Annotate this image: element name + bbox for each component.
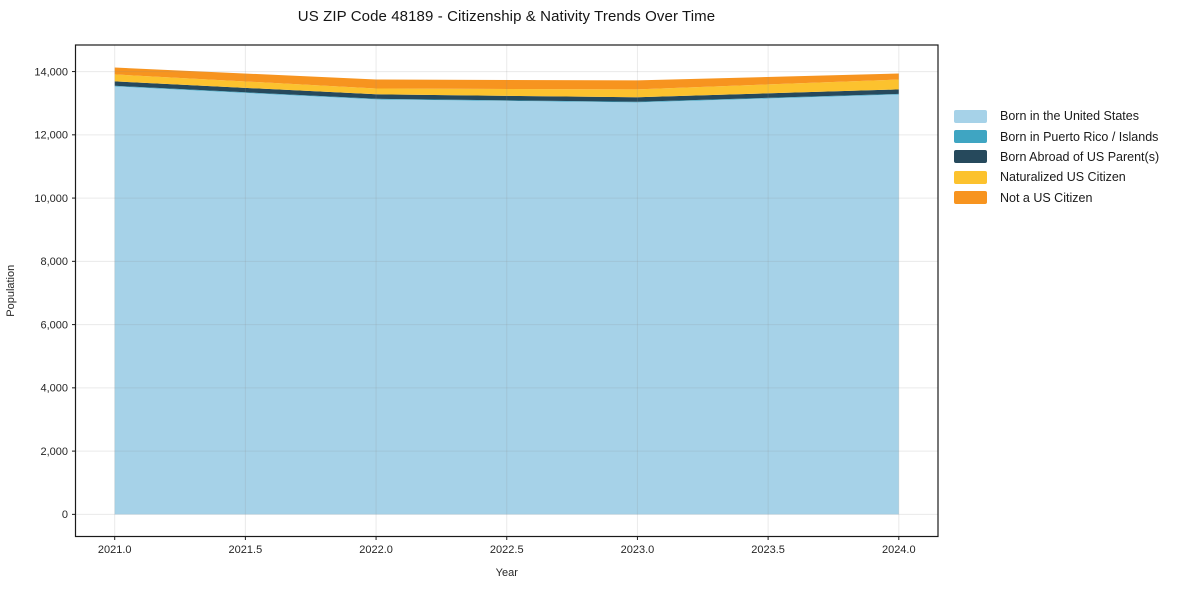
x-tick-label: 2021.5 xyxy=(229,544,263,556)
y-tick-label: 4,000 xyxy=(40,383,68,395)
legend-swatch-not-a-citizen xyxy=(954,191,987,205)
x-tick-label: 2023.5 xyxy=(751,544,785,556)
grid xyxy=(75,45,938,537)
legend-label: Born in Puerto Rico / Islands xyxy=(1000,129,1159,144)
legend: Born in the United States Born in Puerto… xyxy=(954,106,1159,208)
legend-item: Naturalized US Citizen xyxy=(954,167,1159,187)
area-born-in-puerto-rico-islands xyxy=(114,85,899,103)
y-tick-label: 8,000 xyxy=(40,256,68,268)
x-tick-label: 2023.0 xyxy=(621,544,655,556)
y-tick-label: 10,000 xyxy=(34,193,68,205)
y-tick-label: 12,000 xyxy=(34,130,68,142)
legend-item: Born in Puerto Rico / Islands xyxy=(954,126,1159,146)
area-born-in-the-united-states xyxy=(114,86,899,515)
legend-item: Not a US Citizen xyxy=(954,188,1159,208)
legend-label: Born in the United States xyxy=(1000,109,1139,124)
stacked-area-chart: 2021.0 2021.5 2022.0 2022.5 2023.0 2023.5 2024… xyxy=(5,44,939,579)
x-tick-label: 2021.0 xyxy=(98,544,132,556)
x-tick-label: 2024.0 xyxy=(882,544,916,556)
legend-swatch-naturalized xyxy=(954,170,987,184)
legend-label: Naturalized US Citizen xyxy=(1000,170,1126,185)
legend-item: Born Abroad of US Parent(s) xyxy=(954,147,1159,167)
legend-label: Born Abroad of US Parent(s) xyxy=(1000,149,1160,164)
y-axis-label: Population xyxy=(5,265,17,317)
legend-item: Born in the United States xyxy=(954,106,1159,126)
area-naturalized-us-citizen xyxy=(114,74,899,98)
x-tick-label: 2022.0 xyxy=(359,544,393,556)
chart-title: US ZIP Code 48189 - Citizenship & Nativi… xyxy=(297,8,716,25)
y-tick-label: 0 xyxy=(62,509,68,521)
area-not-a-us-citizen xyxy=(114,67,899,90)
legend-swatch-born-in-puerto-rico xyxy=(954,130,987,144)
x-axis-label: Year xyxy=(496,567,519,579)
y-tick-label: 14,000 xyxy=(34,66,68,78)
y-tick-label: 6,000 xyxy=(40,319,68,331)
area-born-abroad-of-us-parent-s- xyxy=(114,81,899,102)
legend-label: Not a US Citizen xyxy=(1000,190,1093,205)
x-tick-label: 2022.5 xyxy=(490,544,524,556)
area-series-group xyxy=(114,67,899,515)
y-tick-label: 2,000 xyxy=(40,446,68,458)
x-axis: 2021.0 2021.5 2022.0 2022.5 2023.0 2023.5 2024… xyxy=(98,536,916,579)
y-axis: 0 2,000 4,000 6,000 8,000 10,000 12,000 14,000 P… xyxy=(5,66,76,521)
legend-swatch-born-in-us xyxy=(954,109,987,123)
legend-swatch-born-abroad xyxy=(954,150,987,164)
